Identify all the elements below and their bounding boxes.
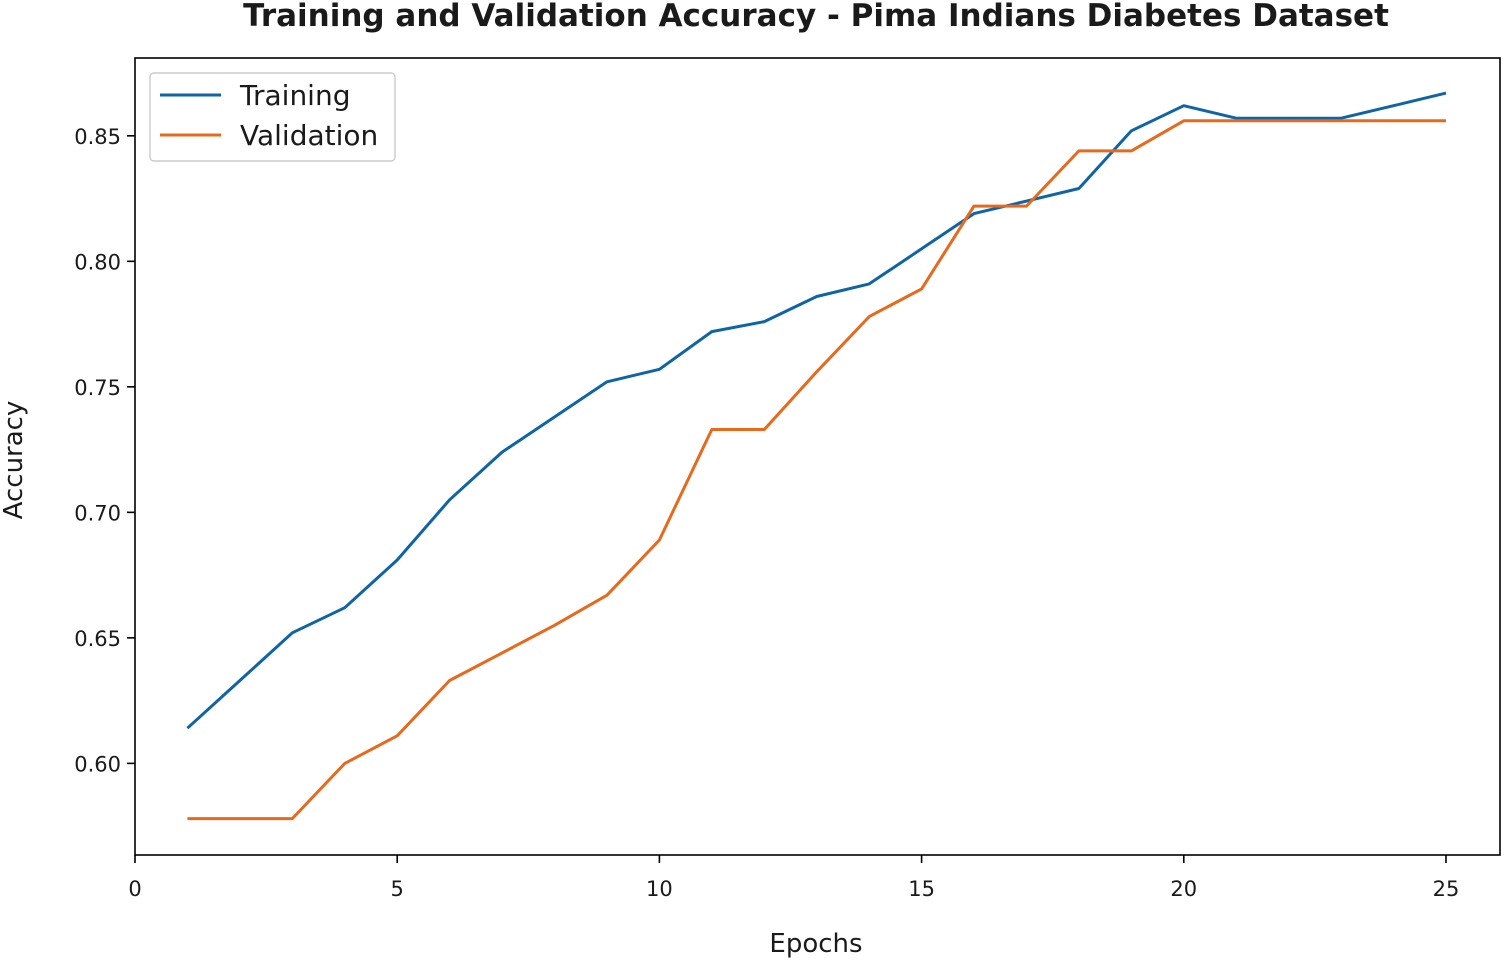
y-tick-label: 0.60 — [74, 752, 121, 776]
x-tick-label: 25 — [1433, 877, 1460, 901]
axis-ticks: 0 5 10 15 20 25 0.60 0.65 0.70 0.75 0.80 0.85 — [74, 125, 1459, 901]
series-lines — [186, 91, 1447, 821]
y-tick-label: 0.80 — [74, 250, 121, 274]
legend: Training Validation — [149, 72, 396, 162]
x-axis-label: Epochs — [769, 929, 862, 959]
y-tick-label: 0.65 — [74, 627, 121, 651]
y-tick-label: 0.70 — [74, 501, 121, 525]
x-tick-label: 20 — [1170, 877, 1197, 901]
y-tick-label: 0.85 — [74, 125, 121, 149]
legend-label-training: Training — [239, 79, 350, 112]
x-tick-label: 10 — [646, 877, 673, 901]
x-tick-label: 15 — [908, 877, 935, 901]
series-line-validation — [187, 119, 1446, 821]
y-tick-label: 0.75 — [74, 376, 121, 400]
legend-label-validation: Validation — [240, 119, 378, 152]
y-axis-label: Accuracy — [0, 401, 29, 520]
x-tick-label: 0 — [128, 877, 141, 901]
plot-area-frame — [134, 57, 1501, 856]
x-tick-label: 5 — [391, 877, 404, 901]
series-line-training — [186, 91, 1447, 730]
chart-title: Training and Validation Accuracy - Pima … — [243, 0, 1389, 34]
